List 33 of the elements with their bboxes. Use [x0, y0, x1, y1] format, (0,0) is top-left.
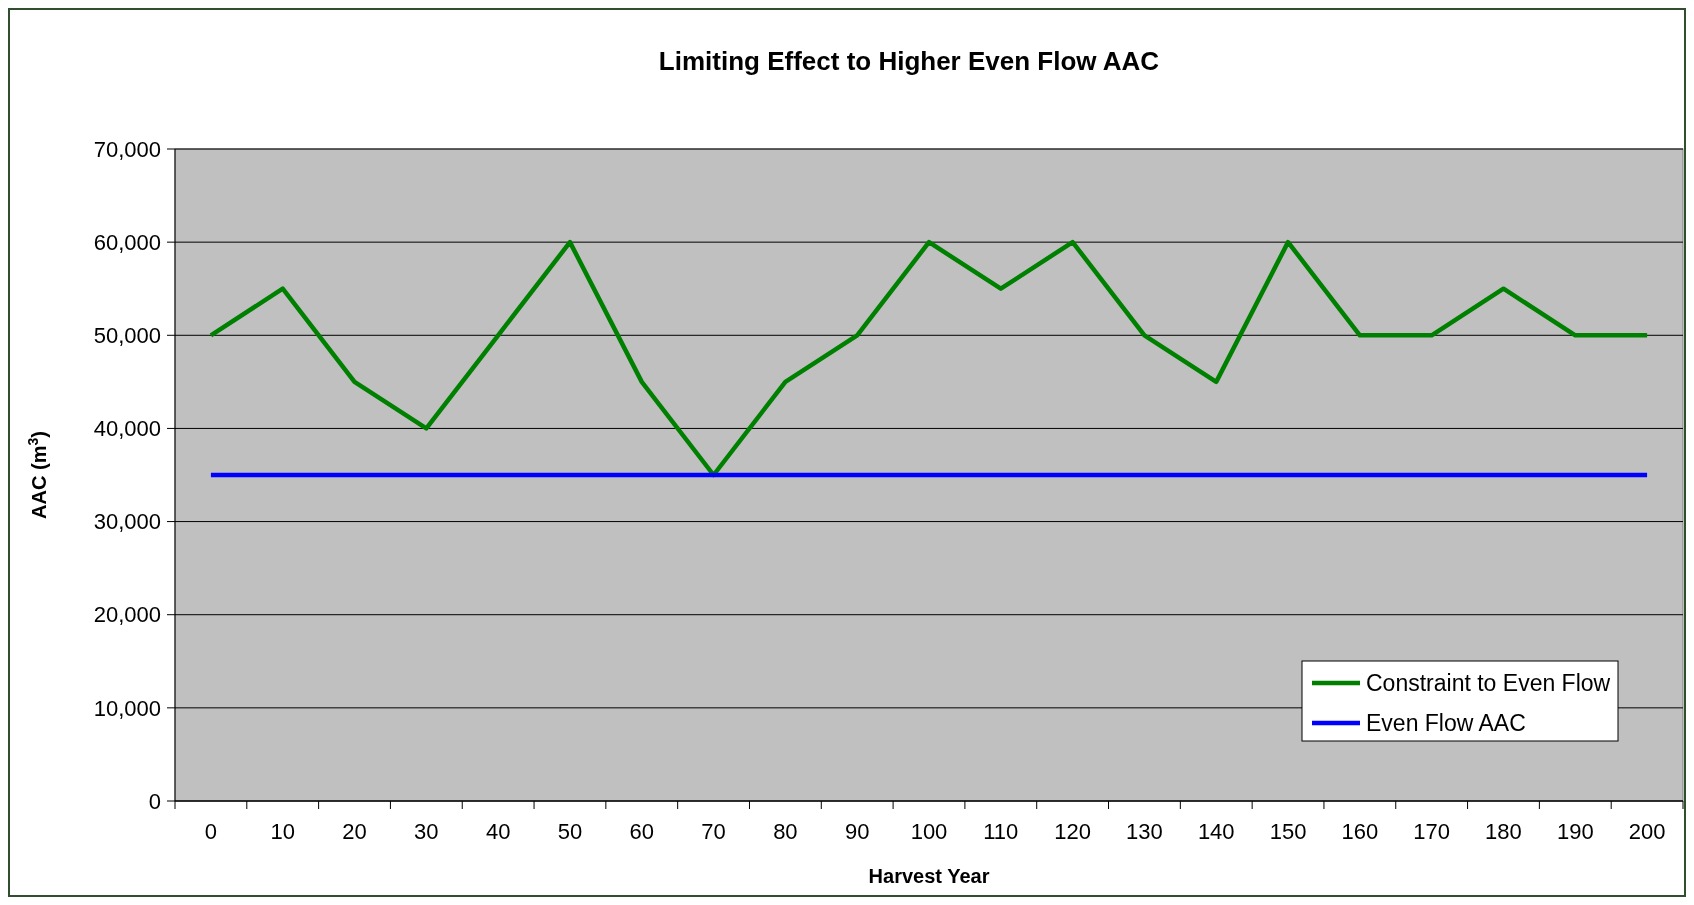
y-tick-label: 20,000: [93, 602, 161, 628]
y-tick-label: 50,000: [93, 322, 161, 348]
x-tick-label: 40: [485, 819, 511, 844]
x-tick-label: 0: [204, 819, 218, 844]
y-tick-label: 70,000: [93, 136, 161, 162]
x-tick-label: 130: [1126, 819, 1163, 844]
chart-title: Limiting Effect to Higher Even Flow AAC: [658, 46, 1160, 76]
x-tick-label: 190: [1556, 819, 1594, 844]
x-tick-label: 10: [270, 819, 295, 844]
x-tick-label: 150: [1269, 819, 1307, 844]
x-tick-label: 120: [1054, 819, 1091, 844]
x-tick-label: 30: [414, 819, 439, 844]
legend-label: Constraint to Even Flow: [1366, 670, 1611, 697]
y-tick-label: 60,000: [93, 229, 161, 255]
x-tick-label: 170: [1413, 819, 1451, 844]
x-tick-label: 20: [342, 819, 367, 844]
y-tick-label: 0: [148, 788, 161, 814]
x-tick-label: 100: [910, 819, 948, 844]
y-tick-label: 40,000: [93, 416, 161, 442]
y-tick-label: 30,000: [93, 509, 161, 535]
x-tick-label: 50: [557, 819, 583, 844]
x-tick-label: 180: [1485, 819, 1522, 844]
x-tick-label: 60: [629, 819, 654, 844]
legend-label: Even Flow AAC: [1366, 710, 1526, 737]
x-axis-title: Harvest Year: [868, 865, 990, 887]
y-tick-label: 10,000: [93, 695, 161, 721]
x-tick-label: 110: [983, 819, 1019, 844]
x-tick-label: 80: [773, 819, 798, 844]
x-tick-label: 70: [701, 819, 726, 844]
x-tick-label: 200: [1628, 819, 1666, 844]
x-tick-label: 90: [844, 819, 870, 844]
x-tick-label: 140: [1197, 819, 1235, 844]
x-tick-label: 160: [1341, 819, 1379, 844]
